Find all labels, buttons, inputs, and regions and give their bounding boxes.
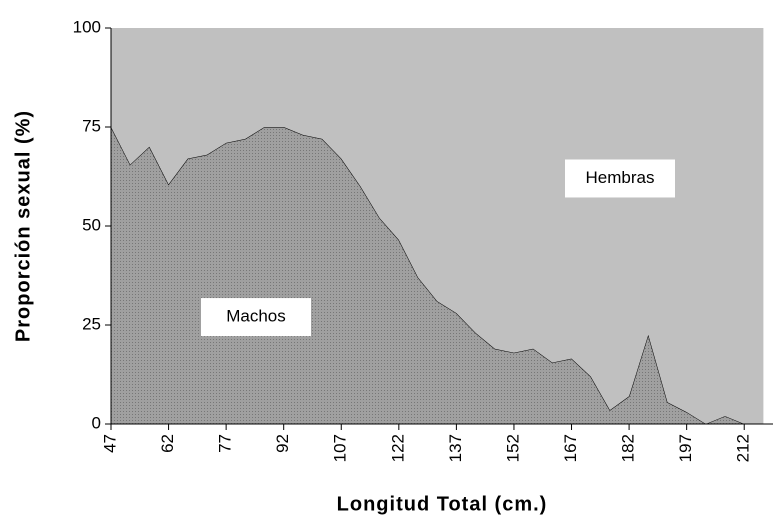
x-axis-title: Longitud Total (cm.) — [337, 493, 548, 515]
x-tick-label: 122 — [388, 434, 407, 462]
series-label: Machos — [226, 307, 286, 326]
x-tick-label: 152 — [503, 434, 522, 462]
y-tick-label: 50 — [82, 215, 101, 234]
x-tick-label: 62 — [158, 434, 177, 453]
x-tick-label: 197 — [676, 434, 695, 462]
x-tick-label: 47 — [100, 434, 119, 453]
label-box — [201, 298, 311, 337]
x-tick-label: 167 — [561, 434, 580, 462]
x-tick-label: 137 — [446, 434, 465, 462]
y-tick-label: 0 — [92, 413, 101, 432]
y-tick-label: 25 — [82, 314, 101, 333]
x-tick-label: 77 — [216, 434, 235, 453]
x-tick-label: 212 — [734, 434, 753, 462]
label-box — [565, 159, 675, 198]
y-tick-label: 100 — [73, 17, 101, 36]
x-tick-label: 92 — [273, 434, 292, 453]
area — [111, 28, 764, 424]
x-tick-label: 107 — [331, 434, 350, 462]
x-tick-label: 182 — [619, 434, 638, 462]
y-axis-title: Proporción sexual (%) — [12, 110, 34, 342]
y-tick-label: 75 — [82, 116, 101, 135]
series-label: Hembras — [586, 168, 655, 187]
